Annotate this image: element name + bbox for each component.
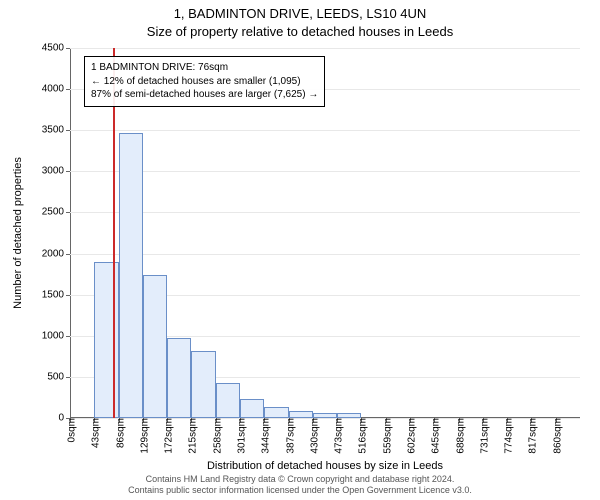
grid-line bbox=[70, 212, 580, 213]
x-tick-label: 301sqm bbox=[233, 418, 248, 454]
grid-line bbox=[70, 254, 580, 255]
y-tick-label: 500 bbox=[47, 371, 70, 382]
x-tick-label: 473sqm bbox=[330, 418, 345, 454]
x-axis-label: Distribution of detached houses by size … bbox=[70, 460, 580, 472]
x-tick-label: 430sqm bbox=[305, 418, 320, 454]
info-line-3: 87% of semi-detached houses are larger (… bbox=[91, 88, 318, 102]
x-tick-label: 0sqm bbox=[63, 418, 78, 442]
x-tick-label: 688sqm bbox=[451, 418, 466, 454]
y-tick-label: 3000 bbox=[42, 166, 70, 177]
y-axis-label: Number of detached properties bbox=[12, 157, 24, 309]
x-tick-label: 559sqm bbox=[378, 418, 393, 454]
chart-container: 1, BADMINTON DRIVE, LEEDS, LS10 4UN Size… bbox=[0, 0, 600, 500]
info-box: 1 BADMINTON DRIVE: 76sqm ← 12% of detach… bbox=[84, 56, 325, 107]
histogram-chart: 0500100015002000250030003500400045000sqm… bbox=[70, 48, 580, 418]
x-tick-label: 344sqm bbox=[257, 418, 272, 454]
y-tick-label: 4500 bbox=[42, 43, 70, 54]
histogram-bar bbox=[264, 407, 288, 418]
histogram-bar bbox=[289, 411, 313, 418]
y-axis bbox=[70, 48, 71, 418]
info-line-2: ← 12% of detached houses are smaller (1,… bbox=[91, 75, 318, 89]
y-tick-label: 1500 bbox=[42, 289, 70, 300]
x-tick-label: 860sqm bbox=[548, 418, 563, 454]
x-tick-label: 43sqm bbox=[87, 418, 102, 448]
title-line-1: 1, BADMINTON DRIVE, LEEDS, LS10 4UN bbox=[0, 6, 600, 21]
x-tick-label: 258sqm bbox=[208, 418, 223, 454]
grid-line bbox=[70, 48, 580, 49]
footer-line-2: Contains public sector information licen… bbox=[0, 485, 600, 496]
x-tick-label: 817sqm bbox=[524, 418, 539, 454]
histogram-bar bbox=[191, 351, 215, 418]
x-tick-label: 172sqm bbox=[160, 418, 175, 454]
title-line-2: Size of property relative to detached ho… bbox=[0, 24, 600, 39]
y-tick-label: 2000 bbox=[42, 248, 70, 259]
x-tick-label: 645sqm bbox=[427, 418, 442, 454]
x-tick-label: 731sqm bbox=[475, 418, 490, 454]
info-line-1: 1 BADMINTON DRIVE: 76sqm bbox=[91, 61, 318, 75]
x-tick-label: 86sqm bbox=[111, 418, 126, 448]
y-tick-label: 3500 bbox=[42, 125, 70, 136]
x-tick-label: 774sqm bbox=[500, 418, 515, 454]
histogram-bar bbox=[119, 133, 143, 418]
y-tick-label: 4000 bbox=[42, 84, 70, 95]
x-tick-label: 215sqm bbox=[184, 418, 199, 454]
grid-line bbox=[70, 130, 580, 131]
histogram-bar bbox=[216, 383, 240, 418]
grid-line bbox=[70, 171, 580, 172]
y-tick-label: 1000 bbox=[42, 330, 70, 341]
x-tick-label: 129sqm bbox=[135, 418, 150, 454]
histogram-bar bbox=[167, 338, 191, 418]
y-tick-label: 2500 bbox=[42, 207, 70, 218]
x-tick-label: 602sqm bbox=[403, 418, 418, 454]
histogram-bar bbox=[240, 399, 264, 418]
x-tick-label: 387sqm bbox=[281, 418, 296, 454]
x-tick-label: 516sqm bbox=[354, 418, 369, 454]
histogram-bar bbox=[143, 275, 167, 418]
footer-line-1: Contains HM Land Registry data © Crown c… bbox=[0, 474, 600, 485]
footer-attribution: Contains HM Land Registry data © Crown c… bbox=[0, 474, 600, 496]
